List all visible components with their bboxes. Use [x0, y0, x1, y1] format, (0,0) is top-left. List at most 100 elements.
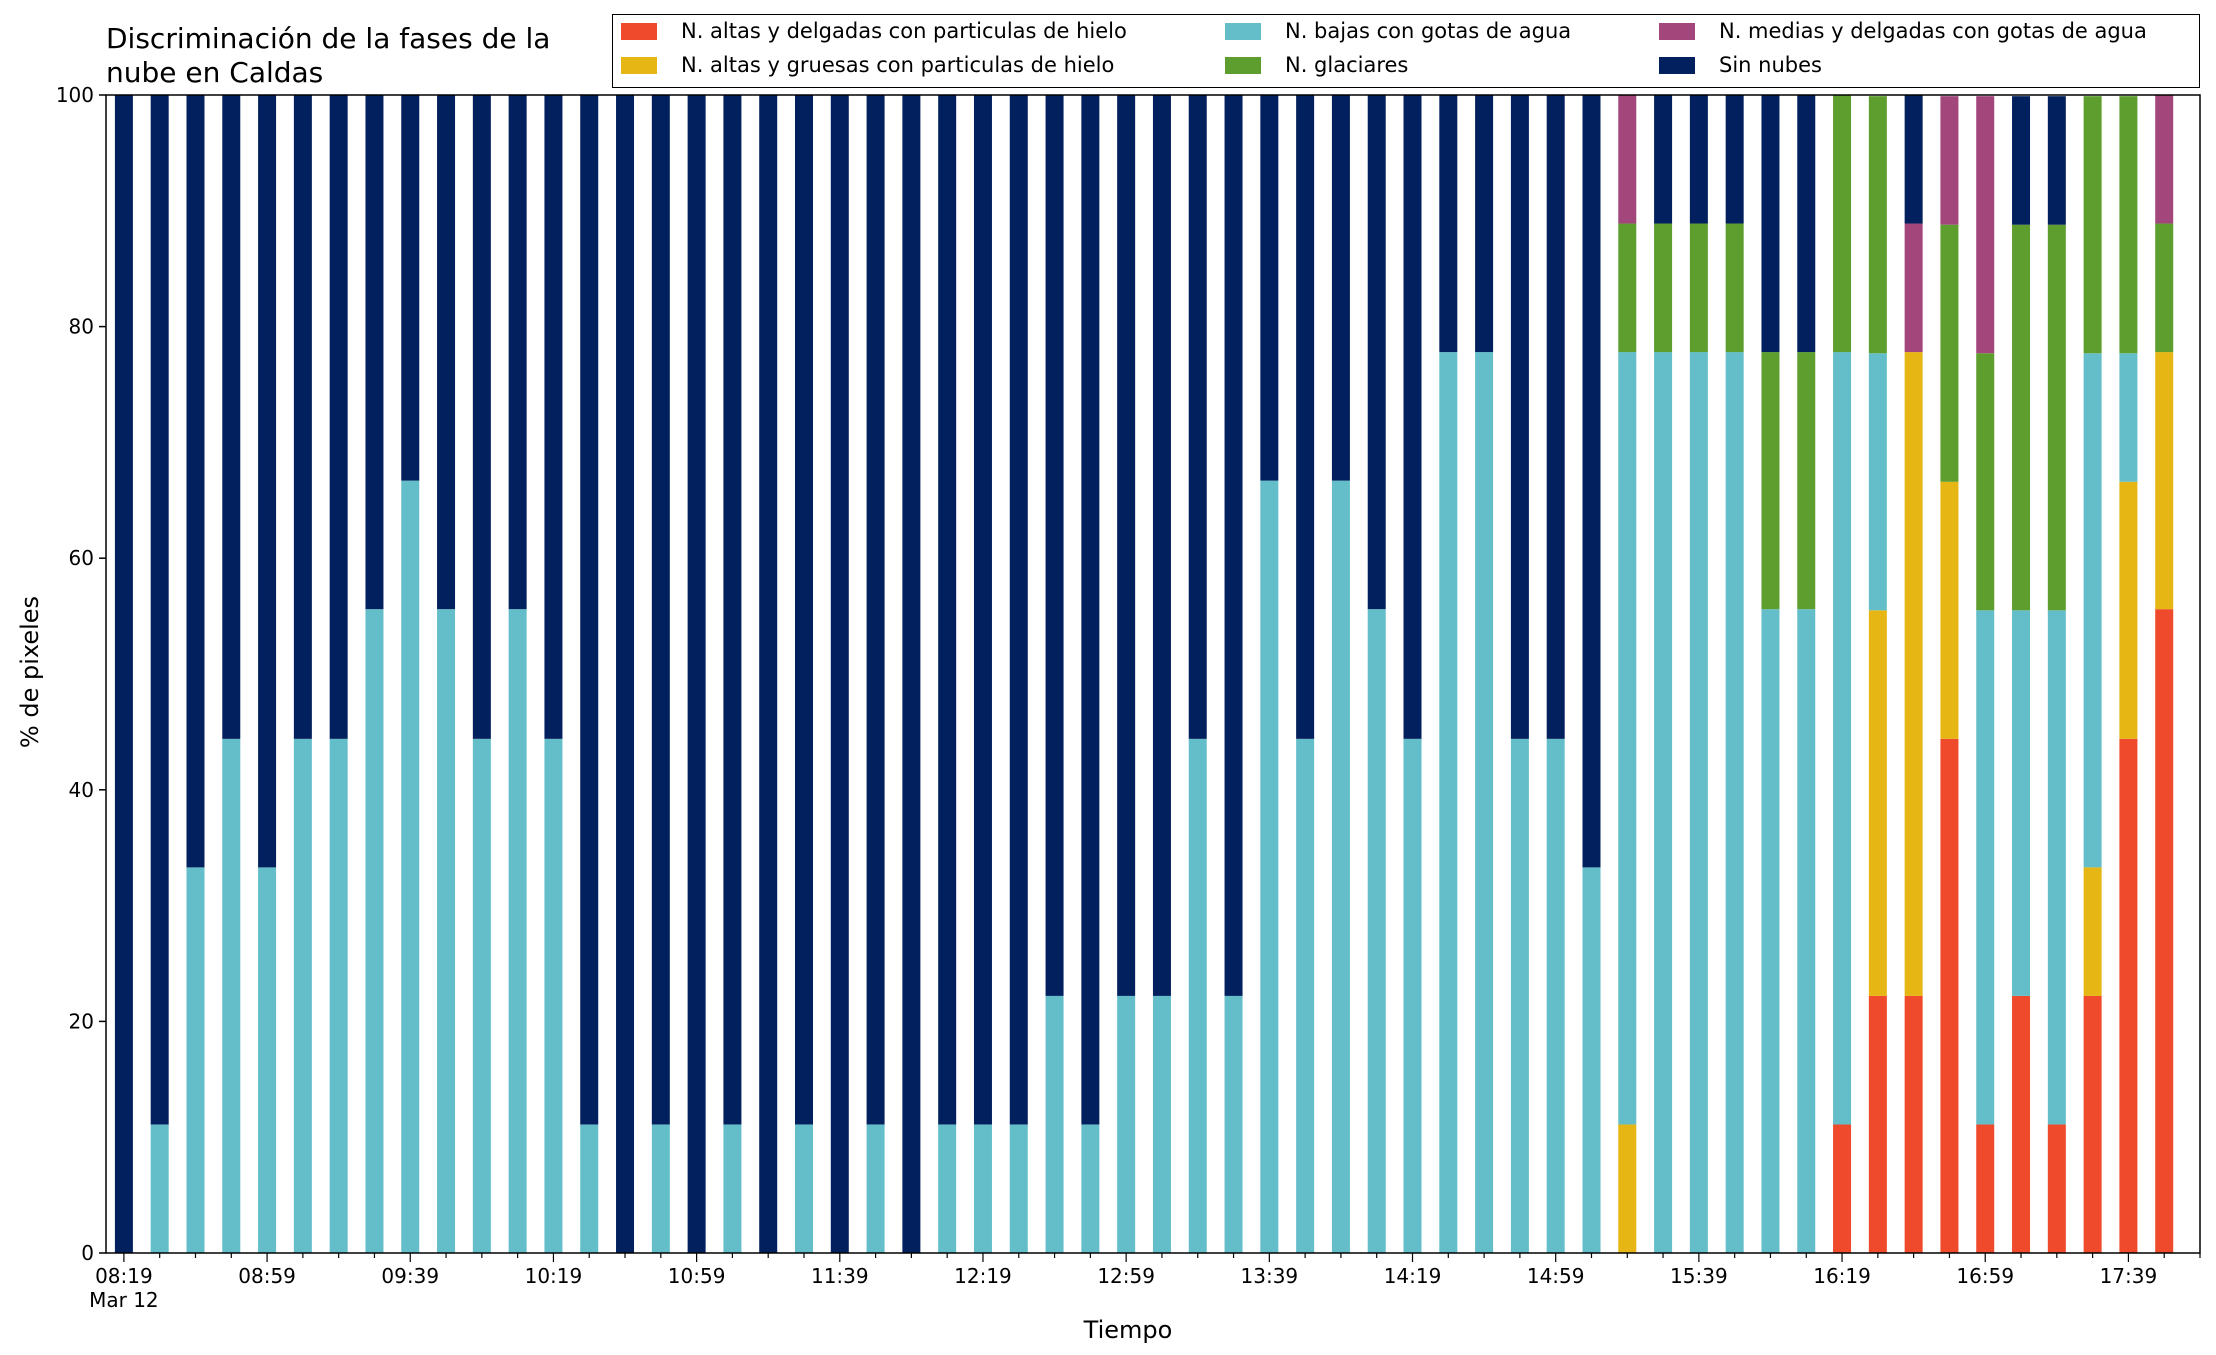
bar-segment-5-11 [508, 95, 527, 610]
legend-item-altas-gruesas: N. altas y gruesas con particulas de hie… [621, 53, 1114, 77]
bar-segment-0-50 [1904, 995, 1923, 1253]
bar-segment-2-44 [1689, 352, 1708, 1254]
bar-segment-5-16 [687, 95, 706, 1253]
y-axis-label: % de pixeles [16, 595, 44, 749]
bar-segment-3-56 [2119, 96, 2138, 354]
bar-segment-5-38 [1475, 95, 1494, 353]
bar-segment-2-46 [1761, 609, 1780, 1253]
bar-segment-0-48 [1833, 1124, 1852, 1253]
bar-segment-5-53 [2012, 96, 2031, 225]
bar-segment-3-57 [2155, 223, 2174, 353]
bar-segment-3-51 [1940, 224, 1959, 482]
legend-label-bajas-gotas: N. bajas con gotas de agua [1285, 19, 1572, 43]
x-tick-label-1: 08:59 [238, 1264, 296, 1288]
x-tick-label-10: 14:59 [1527, 1264, 1585, 1288]
bar-segment-2-53 [2012, 610, 2031, 996]
y-tick-label-4: 80 [69, 315, 94, 339]
x-tick-label-9: 14:19 [1384, 1264, 1442, 1288]
bar-segment-2-49 [1868, 353, 1887, 611]
y-tick-label-0: 0 [81, 1241, 94, 1265]
bar-segment-5-20 [830, 95, 849, 1253]
bar-segment-5-9 [437, 95, 456, 610]
bar-segment-2-36 [1403, 738, 1422, 1253]
bar-segment-5-0 [114, 95, 133, 1253]
bar-segment-2-25 [1009, 1124, 1028, 1253]
bar-segment-3-43 [1654, 223, 1673, 353]
bar-segment-0-57 [2155, 609, 2174, 1253]
bar-segment-4-50 [1904, 223, 1923, 353]
bar-segment-3-45 [1725, 223, 1744, 353]
bar-segment-2-35 [1367, 609, 1386, 1253]
bar-segment-5-25 [1009, 95, 1028, 1125]
bar-segment-5-14 [616, 95, 635, 1253]
bar-segment-3-54 [2047, 224, 2066, 611]
bar-segment-2-55 [2083, 353, 2102, 868]
bar-segment-2-12 [544, 738, 563, 1253]
legend: N. altas y delgadas con particulas de hi… [612, 14, 2200, 88]
bar-segment-1-50 [1904, 352, 1923, 996]
bar-segment-4-42 [1618, 95, 1637, 224]
bar-segment-0-49 [1868, 995, 1887, 1253]
x-tick-label-3: 10:19 [525, 1264, 583, 1288]
bar-segment-2-43 [1654, 352, 1673, 1254]
legend-item-medias-delgadas: N. medias y delgadas con gotas de agua [1659, 19, 2147, 43]
legend-swatch-glaciares [1225, 56, 1261, 74]
bar-segment-5-32 [1260, 95, 1279, 481]
legend-item-bajas-gotas: N. bajas con gotas de agua [1225, 19, 1571, 43]
bar-segment-5-39 [1510, 95, 1529, 739]
x-tick-label-14: 17:39 [2100, 1264, 2158, 1288]
bar-segment-5-34 [1331, 95, 1350, 481]
legend-label-sin-nubes: Sin nubes [1719, 53, 1822, 77]
bar-segment-4-51 [1940, 96, 1959, 225]
bar-segment-0-55 [2083, 995, 2102, 1253]
plot-frame [105, 94, 2201, 1254]
bar-segment-5-8 [401, 95, 420, 481]
bar-segment-5-28 [1117, 95, 1136, 996]
bar-segment-2-5 [293, 738, 312, 1253]
bar-segment-2-48 [1833, 352, 1852, 1125]
bar-segment-2-26 [1045, 995, 1064, 1253]
bar-segment-1-56 [2119, 481, 2138, 739]
y-axis: 0 20 40 60 80 100 [56, 83, 106, 1265]
bar-segment-2-31 [1224, 995, 1243, 1253]
bar-segment-2-33 [1296, 738, 1315, 1253]
bar-segment-5-21 [866, 95, 885, 1125]
bar-segment-5-33 [1296, 95, 1315, 739]
bar-segment-3-53 [2012, 224, 2031, 611]
bar-segment-5-4 [258, 95, 277, 868]
bar-segment-2-6 [329, 738, 348, 1253]
bar-segment-2-9 [437, 609, 456, 1253]
bar-segment-5-10 [472, 95, 491, 739]
y-tick-label-1: 20 [69, 1009, 94, 1033]
bar-segment-3-46 [1761, 352, 1780, 610]
bar-segment-2-37 [1439, 352, 1458, 1254]
x-tick-label-5: 11:39 [811, 1264, 869, 1288]
bar-segment-5-54 [2047, 96, 2066, 225]
legend-label-altas-delgadas: N. altas y delgadas con particulas de hi… [681, 19, 1127, 43]
bar-segment-2-34 [1331, 480, 1350, 1253]
legend-swatch-medias-delgadas [1659, 22, 1695, 40]
bars-group [114, 95, 2174, 1254]
bar-segment-5-17 [723, 95, 742, 1125]
bar-segment-0-53 [2012, 995, 2031, 1253]
bar-segment-5-13 [580, 95, 599, 1125]
bar-segment-5-37 [1439, 95, 1458, 353]
bar-segment-5-1 [150, 95, 169, 1125]
bar-segment-2-3 [222, 738, 241, 1253]
bar-segment-1-42 [1618, 1124, 1637, 1253]
legend-item-altas-delgadas: N. altas y delgadas con particulas de hi… [621, 19, 1127, 43]
bar-segment-2-27 [1081, 1124, 1100, 1253]
bar-segment-2-19 [795, 1124, 813, 1253]
bar-segment-5-47 [1797, 95, 1816, 353]
bar-segment-3-44 [1689, 223, 1708, 353]
bar-segment-2-7 [365, 609, 384, 1253]
x-axis-label: Tiempo [1083, 1316, 1173, 1344]
bar-segment-4-57 [2155, 95, 2174, 224]
bar-segment-5-26 [1045, 95, 1064, 996]
bar-segment-5-31 [1224, 95, 1243, 996]
bar-segment-1-55 [2083, 867, 2102, 996]
bar-segment-2-40 [1546, 738, 1565, 1253]
y-tick-label-5: 100 [56, 83, 94, 107]
bar-segment-1-57 [2155, 352, 2174, 610]
